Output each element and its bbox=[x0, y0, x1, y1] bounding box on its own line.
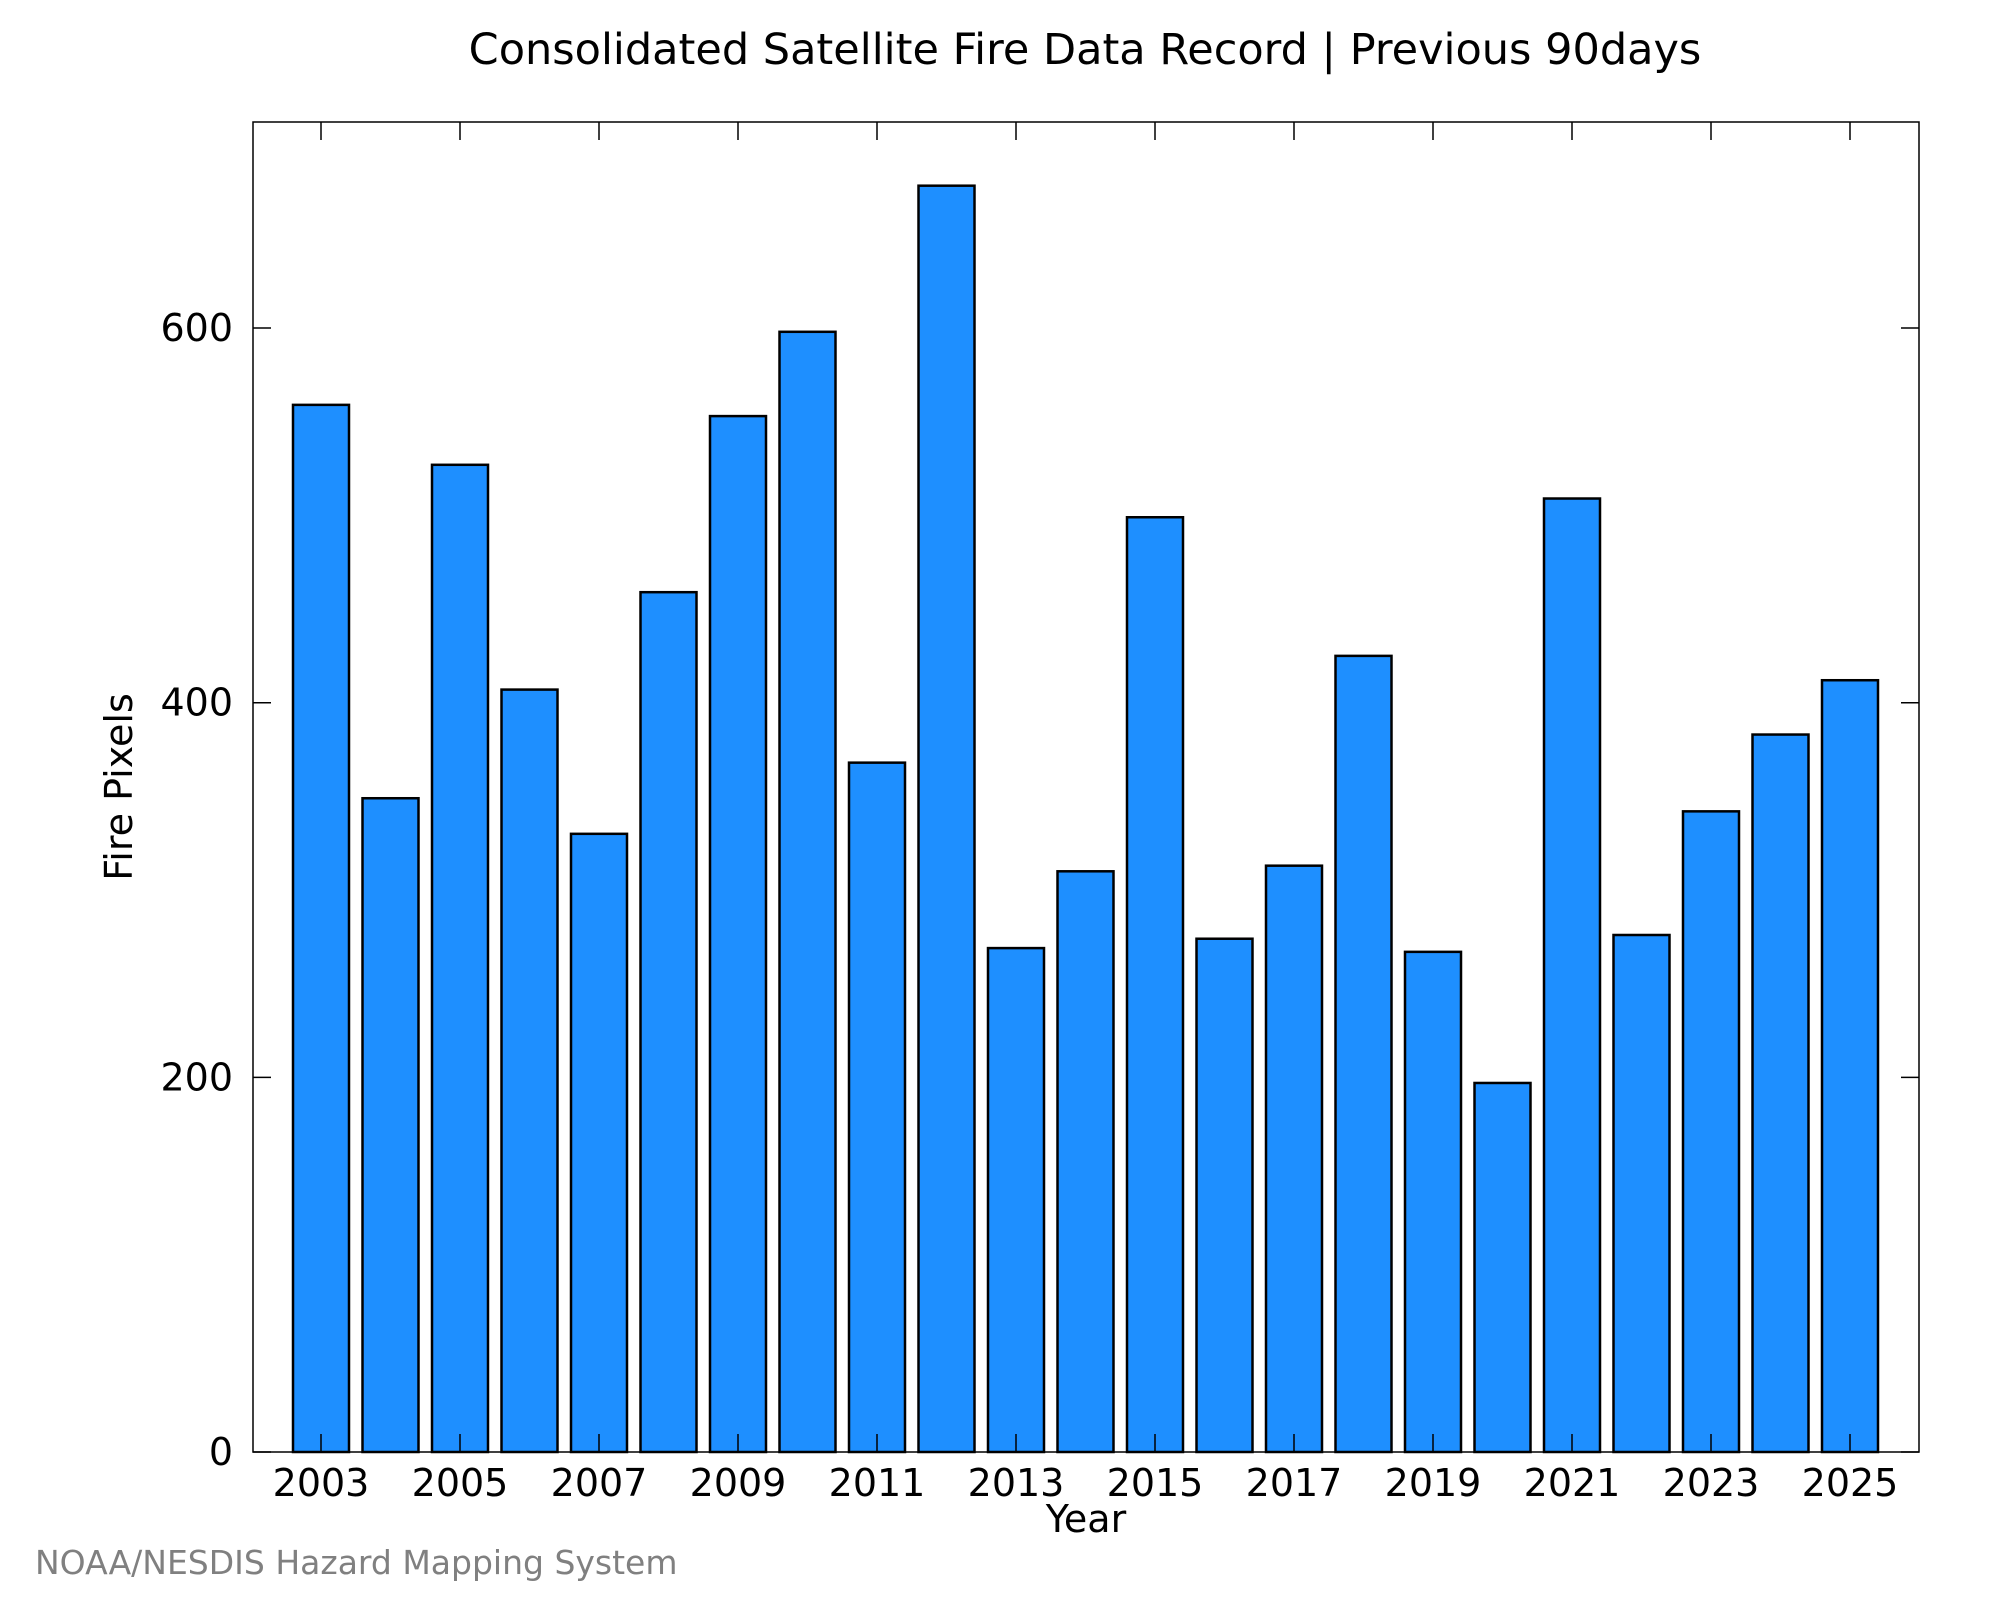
bar-2012 bbox=[917, 184, 976, 1454]
y-tick-label-200: 200 bbox=[160, 1055, 233, 1099]
x-axis-label: Year bbox=[1045, 1497, 1127, 1541]
bar-2006 bbox=[500, 688, 559, 1454]
x-tick-label-2013: 2013 bbox=[968, 1461, 1065, 1505]
bar-2008 bbox=[639, 590, 698, 1454]
bar-2017 bbox=[1264, 864, 1324, 1454]
bar-2010 bbox=[778, 330, 837, 1454]
bars-group bbox=[291, 184, 1880, 1454]
bar-2024 bbox=[1751, 733, 1810, 1454]
bar-2011 bbox=[847, 761, 907, 1454]
bar-2021 bbox=[1542, 497, 1602, 1454]
y-axis-label: Fire Pixels bbox=[97, 693, 141, 881]
x-tick-label-2011: 2011 bbox=[829, 1461, 926, 1505]
bar-2004 bbox=[361, 796, 420, 1454]
x-axis: 2003 2005 2007 2009 2011 2013 2015 2017 2019 2021… bbox=[273, 122, 1899, 1505]
y-axis: 0 200 400 600 bbox=[160, 306, 1919, 1474]
bar-2016 bbox=[1195, 937, 1254, 1454]
bar-2022 bbox=[1612, 933, 1671, 1454]
x-tick-label-2023: 2023 bbox=[1663, 1461, 1760, 1505]
bar-2005 bbox=[430, 463, 490, 1454]
bar-2003 bbox=[291, 403, 351, 1454]
chart-title: Consolidated Satellite Fire Data Record … bbox=[469, 25, 1702, 75]
bar-2025 bbox=[1820, 678, 1880, 1454]
bar-2007 bbox=[569, 832, 629, 1454]
x-tick-label-2005: 2005 bbox=[412, 1461, 509, 1505]
x-tick-label-2017: 2017 bbox=[1246, 1461, 1343, 1505]
bar-2023 bbox=[1681, 810, 1741, 1454]
x-tick-label-2025: 2025 bbox=[1802, 1461, 1899, 1505]
bar-2009 bbox=[708, 414, 768, 1454]
source-credit: NOAA/NESDIS Hazard Mapping System bbox=[35, 1543, 678, 1582]
x-tick-label-2021: 2021 bbox=[1524, 1461, 1621, 1505]
bar-2015 bbox=[1125, 516, 1185, 1454]
bar-2018 bbox=[1334, 654, 1393, 1454]
x-tick-label-2019: 2019 bbox=[1385, 1461, 1482, 1505]
bar-2019 bbox=[1403, 950, 1463, 1454]
y-tick-label-0: 0 bbox=[209, 1430, 233, 1474]
x-tick-label-2015: 2015 bbox=[1107, 1461, 1204, 1505]
x-tick-label-2009: 2009 bbox=[690, 1461, 787, 1505]
y-tick-label-400: 400 bbox=[160, 681, 233, 725]
bar-2013 bbox=[986, 946, 1046, 1454]
y-tick-label-600: 600 bbox=[160, 306, 233, 350]
bar-2014 bbox=[1056, 870, 1115, 1454]
x-tick-label-2007: 2007 bbox=[551, 1461, 648, 1505]
bar-2020 bbox=[1473, 1081, 1532, 1454]
plot-frame bbox=[252, 121, 1920, 1453]
x-tick-label-2003: 2003 bbox=[273, 1461, 370, 1505]
